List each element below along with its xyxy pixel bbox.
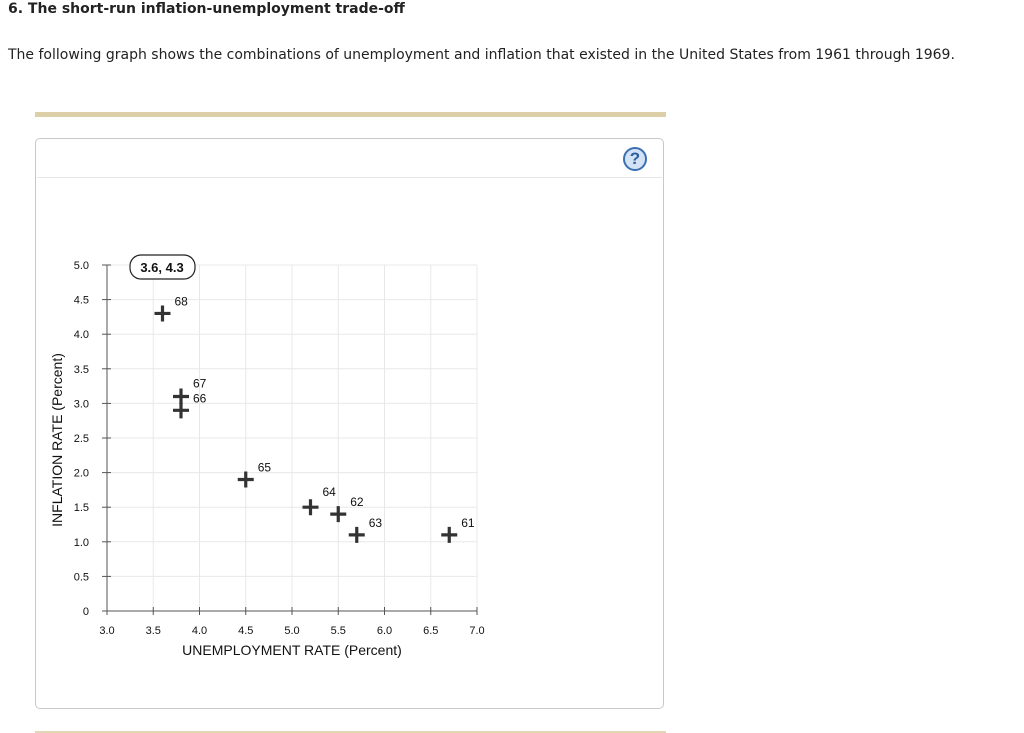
point-label: 62 — [350, 495, 364, 509]
plus-marker-icon — [348, 526, 365, 543]
question-text: The following graph shows the combinatio… — [8, 47, 955, 63]
data-point-66[interactable]: 66 — [173, 391, 207, 419]
divider-top — [35, 112, 666, 117]
data-point-68[interactable]: 68 — [154, 294, 189, 322]
point-label: 68 — [175, 294, 189, 308]
x-tick-label: 4.0 — [192, 625, 207, 637]
tooltip-box — [129, 254, 196, 280]
plus-marker-icon — [330, 506, 347, 523]
plus-marker-icon — [441, 526, 458, 543]
y-tick-label: 4.5 — [74, 295, 89, 307]
plus-marker-icon — [173, 388, 189, 405]
x-tick-label: 3.5 — [146, 625, 161, 637]
y-tick-label: 2.0 — [74, 468, 89, 480]
y-axis-title: INFLATION RATE (Percent) — [49, 353, 65, 527]
grid-lines — [107, 264, 478, 611]
question-title: 6. The short-run inflation-unemployment … — [8, 1, 405, 17]
x-tick-label: 5.0 — [284, 625, 299, 637]
y-tick-label: 0 — [83, 606, 89, 618]
divider-bottom — [35, 731, 666, 733]
point-label: 66 — [193, 391, 207, 405]
point-label: 61 — [461, 516, 475, 530]
x-tick-label: 6.0 — [377, 625, 392, 637]
data-point-64[interactable]: 64 — [302, 485, 337, 516]
point-label: 65 — [258, 461, 272, 475]
y-tick-label: 1.0 — [74, 537, 89, 549]
point-label: 64 — [323, 485, 337, 499]
question-mark-icon: ? — [629, 149, 641, 168]
x-tick-label: 6.5 — [423, 625, 438, 637]
panel-header-divider — [37, 177, 662, 178]
plus-marker-icon — [237, 471, 254, 488]
x-tick-label: 3.0 — [99, 625, 114, 637]
data-point-67[interactable]: 67 — [173, 376, 207, 405]
point-label: 67 — [193, 376, 207, 390]
y-tick-label: 0.5 — [74, 571, 89, 583]
y-tick-label: 3.0 — [74, 398, 89, 410]
x-tick-label: 4.5 — [238, 625, 253, 637]
plus-marker-icon — [302, 499, 319, 516]
data-point-65[interactable]: 65 — [237, 461, 272, 488]
y-tick-label: 3.5 — [74, 364, 89, 376]
tooltip-label: 3.6, 4.3 — [140, 260, 183, 275]
plus-marker-icon — [173, 402, 189, 419]
x-axis-title: UNEMPLOYMENT RATE (Percent) — [182, 642, 402, 658]
x-tick-label: 5.5 — [331, 625, 346, 637]
help-button[interactable]: ? — [623, 147, 647, 171]
y-axis-ticks: 0 0.5 1.0 1.5 2.0 2.5 3.0 3.5 4.0 4.5 5.0 — [74, 260, 111, 618]
y-tick-label: 2.5 — [74, 433, 89, 445]
plus-marker-icon — [154, 305, 171, 322]
y-tick-label: 1.5 — [74, 502, 89, 514]
data-point-61[interactable]: 61 — [441, 516, 475, 543]
x-axis-ticks: 3.0 3.5 4.0 4.5 5.0 5.5 6.0 6.5 7.0 — [99, 607, 485, 637]
point-label: 63 — [369, 516, 383, 530]
y-tick-label: 5.0 — [74, 260, 89, 272]
y-tick-label: 4.0 — [74, 329, 89, 341]
x-tick-label: 7.0 — [469, 625, 484, 637]
data-point-62[interactable]: 62 — [330, 495, 364, 523]
point-tooltip: 3.6, 4.3 — [129, 254, 196, 280]
graph-panel: ? — [35, 138, 664, 709]
data-point-63[interactable]: 63 — [348, 516, 383, 543]
